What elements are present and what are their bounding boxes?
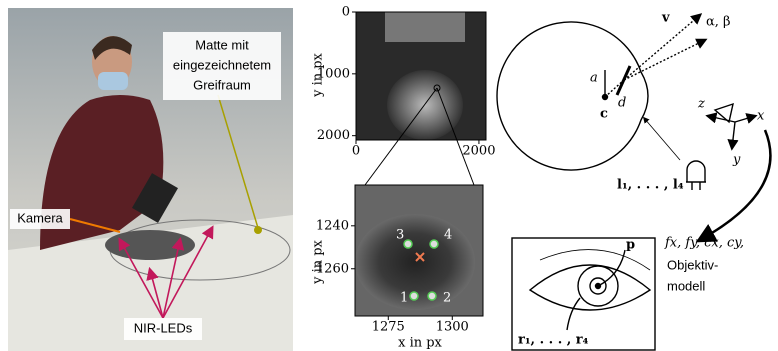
figure: Matte mit eingezeichnetem Greifraum Kame…: [0, 0, 778, 351]
led-ray: [644, 118, 680, 160]
label-z: z: [697, 97, 705, 112]
diagram-labels: v α, β a d c z x y l₁, . . . , l₄ fx, fy…: [518, 11, 765, 348]
label-x: x: [757, 109, 765, 124]
camera-label: Kamera: [17, 210, 63, 225]
photo: Matte mit eingezeichnetem Greifraum Kame…: [8, 8, 293, 351]
mat-label: Matte mit: [195, 37, 249, 52]
axis-y: [732, 122, 735, 148]
label-d: d: [618, 96, 626, 111]
label-angles: α, β: [706, 15, 731, 30]
label-intrinsics: fx, fy, cx, cy,: [664, 236, 744, 251]
y-tick-label: 2000: [317, 128, 350, 143]
eyebrow: [540, 250, 650, 270]
axis-x: [735, 116, 755, 122]
y-tick-label: 1240: [316, 218, 349, 233]
label-model: modell: [667, 278, 705, 293]
led-number: 4: [444, 228, 452, 243]
y-tick-label: 1260: [316, 261, 349, 276]
y-tick-label: 1000: [317, 66, 350, 81]
mat-dot: [254, 226, 262, 234]
led-number: 3: [396, 228, 404, 243]
mask: [98, 72, 128, 90]
label-p: p: [626, 238, 635, 253]
x-tick-label: 0: [352, 144, 360, 159]
reach-area: [105, 230, 195, 260]
label-v: v: [661, 11, 670, 26]
label-y: y: [732, 153, 741, 168]
label-reflections: r₁, . . . , r₄: [518, 333, 589, 348]
x-tick-label: 2000: [462, 144, 495, 159]
mat-label: Greifraum: [193, 77, 251, 92]
model-arrow: [700, 130, 770, 240]
led-number: 2: [443, 291, 451, 306]
x-axis-label: x in px: [398, 336, 442, 351]
label-a: a: [590, 71, 598, 86]
label-model: Objektiv-: [667, 257, 718, 272]
window-reflection: [385, 12, 465, 42]
y-tick-label: 0: [342, 5, 350, 20]
label-leds: l₁, . . . , l₄: [617, 178, 684, 193]
r-pointer: [567, 298, 580, 330]
x-tick-label: 1300: [436, 320, 469, 335]
image-plot: y in px: [311, 12, 487, 185]
led-label: NIR-LEDs: [134, 320, 193, 335]
x-tick-label: 1275: [372, 320, 405, 335]
axis-z: [708, 116, 735, 122]
mat-label: eingezeichnetem: [173, 57, 271, 72]
led-icon: [686, 161, 706, 190]
label-c: c: [600, 107, 608, 122]
led-number: 1: [400, 291, 408, 306]
